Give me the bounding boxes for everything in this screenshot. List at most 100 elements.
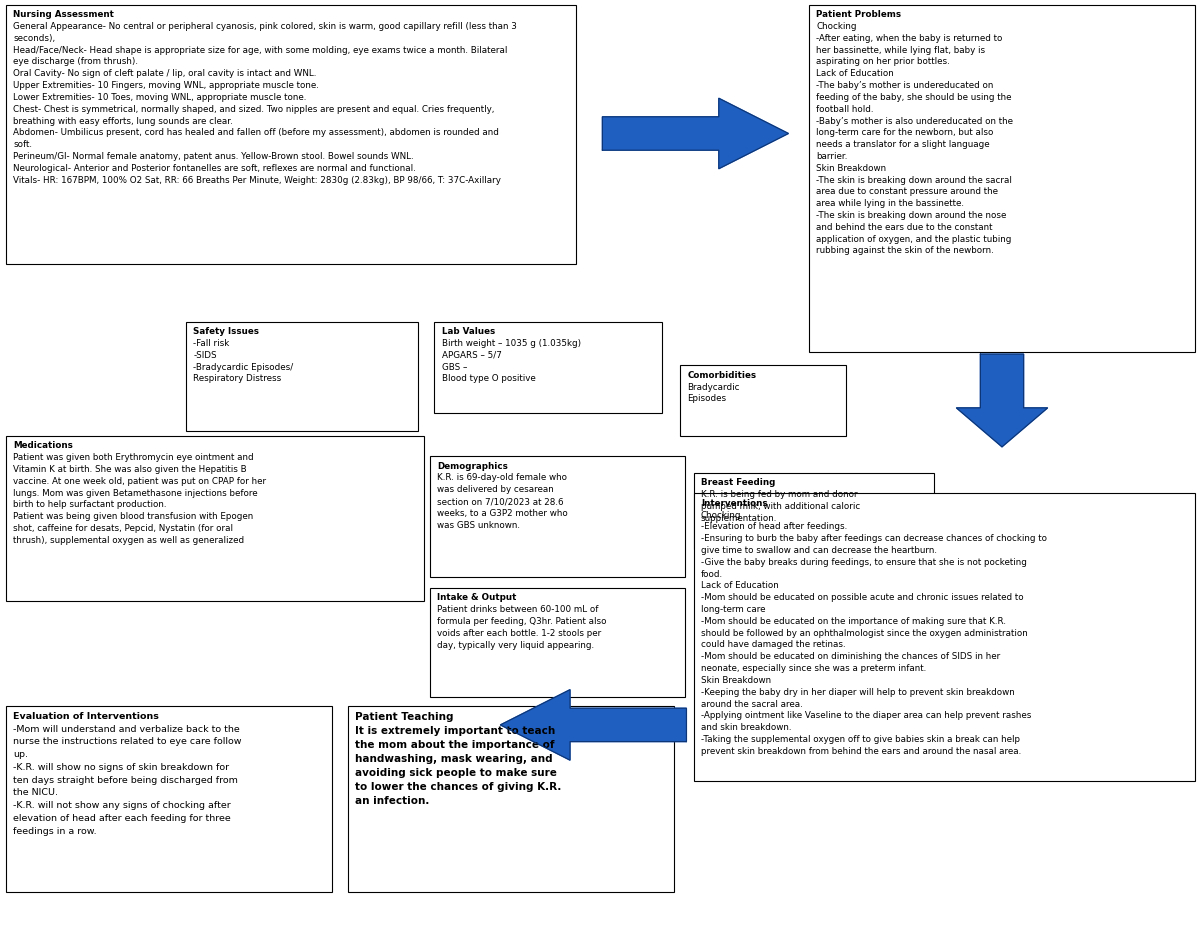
Text: Neurological- Anterior and Posterior fontanelles are soft, reflexes are normal a: Neurological- Anterior and Posterior fon… [13, 164, 416, 172]
Text: General Appearance- No central or peripheral cyanosis, pink colored, skin is war: General Appearance- No central or periph… [13, 22, 517, 31]
Text: soft.: soft. [13, 140, 32, 149]
Text: Blood type O positive: Blood type O positive [442, 375, 535, 384]
FancyBboxPatch shape [6, 5, 576, 264]
Text: was delivered by cesarean: was delivered by cesarean [437, 485, 553, 494]
Text: prevent skin breakdown from behind the ears and around the nasal area.: prevent skin breakdown from behind the e… [701, 747, 1021, 756]
Text: up.: up. [13, 750, 29, 759]
Text: Patient Teaching: Patient Teaching [355, 712, 454, 722]
Text: Vitamin K at birth. She was also given the Hepatitis B: Vitamin K at birth. She was also given t… [13, 464, 247, 474]
FancyBboxPatch shape [809, 5, 1195, 352]
Text: Episodes: Episodes [688, 394, 727, 403]
Text: football hold.: football hold. [816, 105, 874, 114]
Text: -SIDS: -SIDS [193, 350, 217, 360]
Text: -Mom should be educated on possible acute and chronic issues related to: -Mom should be educated on possible acut… [701, 593, 1024, 603]
Text: -Bradycardic Episodes/: -Bradycardic Episodes/ [193, 362, 294, 372]
Text: the mom about the importance of: the mom about the importance of [355, 740, 554, 750]
Text: Safety Issues: Safety Issues [193, 327, 259, 337]
Text: weeks, to a G3P2 mother who: weeks, to a G3P2 mother who [437, 509, 568, 518]
Text: Patient Problems: Patient Problems [816, 10, 901, 19]
Text: seconds),: seconds), [13, 33, 55, 43]
Text: could have damaged the retinas.: could have damaged the retinas. [701, 641, 846, 650]
Text: handwashing, mask wearing, and: handwashing, mask wearing, and [355, 755, 553, 764]
Text: shot, caffeine for desats, Pepcid, Nystatin (for oral: shot, caffeine for desats, Pepcid, Nysta… [13, 524, 233, 533]
FancyBboxPatch shape [186, 322, 418, 431]
Text: ten days straight before being discharged from: ten days straight before being discharge… [13, 776, 238, 784]
Text: Head/Face/Neck- Head shape is appropriate size for age, with some molding, eye e: Head/Face/Neck- Head shape is appropriat… [13, 45, 508, 55]
Text: and skin breakdown.: and skin breakdown. [701, 723, 791, 732]
Text: -Mom should be educated on diminishing the chances of SIDS in her: -Mom should be educated on diminishing t… [701, 653, 1000, 661]
Text: Intake & Output: Intake & Output [437, 593, 516, 603]
Text: GBS –: GBS – [442, 362, 467, 372]
Text: day, typically very liquid appearing.: day, typically very liquid appearing. [437, 641, 594, 650]
Text: feedings in a row.: feedings in a row. [13, 827, 97, 835]
Polygon shape [956, 354, 1048, 447]
Text: an infection.: an infection. [355, 796, 430, 806]
Text: Interventions: Interventions [701, 499, 768, 508]
Text: Skin Breakdown: Skin Breakdown [701, 676, 770, 685]
Text: Birth weight – 1035 g (1.035kg): Birth weight – 1035 g (1.035kg) [442, 339, 581, 348]
Text: section on 7/10/2023 at 28.6: section on 7/10/2023 at 28.6 [437, 497, 563, 506]
FancyBboxPatch shape [680, 365, 846, 436]
Polygon shape [500, 690, 686, 760]
Text: -After eating, when the baby is returned to: -After eating, when the baby is returned… [816, 33, 1002, 43]
Text: was GBS unknown.: was GBS unknown. [437, 521, 520, 529]
Text: Abdomen- Umbilicus present, cord has healed and fallen off (before my assessment: Abdomen- Umbilicus present, cord has hea… [13, 128, 499, 137]
Text: supplementation.: supplementation. [701, 514, 778, 523]
Text: vaccine. At one week old, patient was put on CPAP for her: vaccine. At one week old, patient was pu… [13, 476, 266, 486]
Text: breathing with easy efforts, lung sounds are clear.: breathing with easy efforts, lung sounds… [13, 117, 233, 125]
Text: -Fall risk: -Fall risk [193, 339, 229, 348]
Text: Breast Feeding: Breast Feeding [701, 478, 775, 488]
Text: -The baby’s mother is undereducated on: -The baby’s mother is undereducated on [816, 81, 994, 90]
Text: -Baby’s mother is also undereducated on the: -Baby’s mother is also undereducated on … [816, 117, 1013, 125]
Text: application of oxygen, and the plastic tubing: application of oxygen, and the plastic t… [816, 235, 1012, 244]
FancyBboxPatch shape [348, 706, 674, 892]
Text: aspirating on her prior bottles.: aspirating on her prior bottles. [816, 57, 949, 67]
Text: Nursing Assessment: Nursing Assessment [13, 10, 114, 19]
Text: -K.R. will not show any signs of chocking after: -K.R. will not show any signs of chockin… [13, 801, 230, 810]
Text: -Elevation of head after feedings.: -Elevation of head after feedings. [701, 522, 847, 531]
Polygon shape [602, 98, 788, 169]
FancyBboxPatch shape [694, 473, 934, 549]
Text: neonate, especially since she was a preterm infant.: neonate, especially since she was a pret… [701, 664, 926, 673]
Text: -The skin is breaking down around the nose: -The skin is breaking down around the no… [816, 211, 1007, 220]
FancyBboxPatch shape [430, 588, 685, 697]
Text: area due to constant pressure around the: area due to constant pressure around the [816, 187, 998, 197]
Text: elevation of head after each feeding for three: elevation of head after each feeding for… [13, 814, 230, 823]
Text: Skin Breakdown: Skin Breakdown [816, 164, 886, 172]
Text: Comorbidities: Comorbidities [688, 371, 757, 380]
Text: -Keeping the baby dry in her diaper will help to prevent skin breakdown: -Keeping the baby dry in her diaper will… [701, 688, 1014, 697]
Text: long-term care: long-term care [701, 605, 766, 614]
Text: K.R. is being fed by mom and donor: K.R. is being fed by mom and donor [701, 490, 858, 499]
Text: Patient was being given blood transfusion with Epogen: Patient was being given blood transfusio… [13, 512, 253, 521]
Text: needs a translator for a slight language: needs a translator for a slight language [816, 140, 990, 149]
Text: Perineum/GI- Normal female anatomy, patent anus. Yellow-Brown stool. Bowel sound: Perineum/GI- Normal female anatomy, pate… [13, 152, 414, 161]
Text: APGARS – 5/7: APGARS – 5/7 [442, 350, 502, 360]
Text: Chest- Chest is symmetrical, normally shaped, and sized. Two nipples are present: Chest- Chest is symmetrical, normally sh… [13, 105, 494, 114]
Text: K.R. is 69-day-old female who: K.R. is 69-day-old female who [437, 474, 566, 482]
Text: Lower Extremities- 10 Toes, moving WNL, appropriate muscle tone.: Lower Extremities- 10 Toes, moving WNL, … [13, 93, 306, 102]
Text: area while lying in the bassinette.: area while lying in the bassinette. [816, 199, 964, 209]
Text: her bassinette, while lying flat, baby is: her bassinette, while lying flat, baby i… [816, 45, 985, 55]
Text: -K.R. will show no signs of skin breakdown for: -K.R. will show no signs of skin breakdo… [13, 763, 229, 772]
Text: Vitals- HR: 167BPM, 100% O2 Sat, RR: 66 Breaths Per Minute, Weight: 2830g (2.83k: Vitals- HR: 167BPM, 100% O2 Sat, RR: 66 … [13, 175, 502, 184]
Text: Patient drinks between 60-100 mL of: Patient drinks between 60-100 mL of [437, 605, 598, 614]
Text: Medications: Medications [13, 441, 73, 451]
Text: Chocking: Chocking [816, 22, 857, 31]
FancyBboxPatch shape [694, 493, 1195, 781]
Text: food.: food. [701, 569, 722, 578]
Text: Oral Cavity- No sign of cleft palate / lip, oral cavity is intact and WNL.: Oral Cavity- No sign of cleft palate / l… [13, 70, 317, 78]
Text: Chocking: Chocking [701, 511, 742, 519]
Text: Demographics: Demographics [437, 462, 508, 471]
Text: Respiratory Distress: Respiratory Distress [193, 375, 282, 384]
Text: -Taking the supplemental oxygen off to give babies skin a break can help: -Taking the supplemental oxygen off to g… [701, 735, 1020, 744]
Text: birth to help surfactant production.: birth to help surfactant production. [13, 501, 167, 509]
Text: voids after each bottle. 1-2 stools per: voids after each bottle. 1-2 stools per [437, 629, 601, 638]
Text: barrier.: barrier. [816, 152, 847, 161]
Text: Lab Values: Lab Values [442, 327, 494, 337]
FancyBboxPatch shape [6, 436, 424, 601]
Text: eye discharge (from thrush).: eye discharge (from thrush). [13, 57, 138, 67]
Text: -Mom will understand and verbalize back to the: -Mom will understand and verbalize back … [13, 725, 240, 733]
Text: to lower the chances of giving K.R.: to lower the chances of giving K.R. [355, 782, 562, 793]
Text: -Mom should be educated on the importance of making sure that K.R.: -Mom should be educated on the importanc… [701, 616, 1006, 626]
Text: the NICU.: the NICU. [13, 789, 59, 797]
